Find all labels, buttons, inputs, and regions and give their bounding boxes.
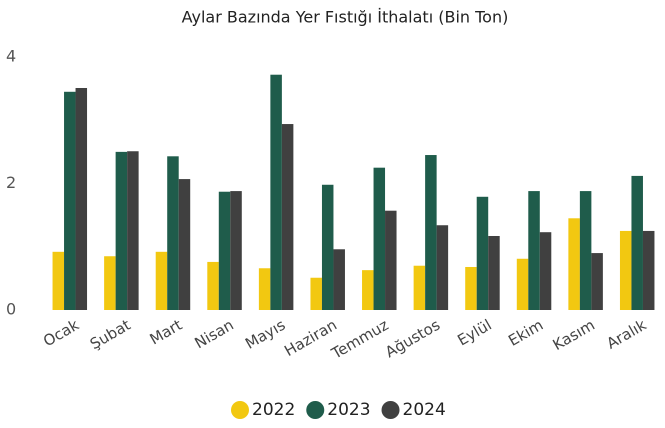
bar <box>155 251 168 310</box>
chart-title: Aylar Bazında Yer Fıstığı İthalatı (Bin … <box>182 8 509 27</box>
bar <box>579 191 592 310</box>
bar <box>362 270 374 310</box>
bar <box>115 151 128 310</box>
bar <box>568 218 580 310</box>
bar <box>333 249 345 310</box>
y-tick-label: 0 <box>6 300 16 319</box>
bar <box>425 155 437 310</box>
bar <box>619 230 632 310</box>
bar <box>631 175 643 310</box>
x-tick-label: Aralık <box>604 316 650 353</box>
bar <box>310 277 322 310</box>
bar <box>281 124 294 310</box>
bar <box>52 251 65 310</box>
bar <box>591 253 603 310</box>
bar <box>516 258 529 310</box>
bar <box>539 232 552 310</box>
legend-marker <box>306 401 325 419</box>
x-tick-label: Ağustos <box>382 316 443 362</box>
x-tick-label: Mart <box>147 316 186 349</box>
y-tick-label: 4 <box>6 47 16 66</box>
legend-label: 2024 <box>403 400 446 420</box>
bar <box>373 167 386 310</box>
x-tick-label: Ocak <box>40 316 82 351</box>
x-tick-label: Şubat <box>87 316 134 353</box>
bar <box>642 230 655 310</box>
bar <box>178 179 191 310</box>
bar <box>413 265 426 310</box>
bar <box>230 191 242 310</box>
bar <box>167 156 179 310</box>
bar <box>207 261 219 310</box>
x-tick-label: Nisan <box>191 316 236 353</box>
bar <box>104 256 116 310</box>
bar <box>75 87 88 311</box>
legend-label: 2022 <box>252 400 295 420</box>
bar <box>270 74 282 311</box>
bar <box>218 191 231 310</box>
legend-marker <box>381 401 400 419</box>
bar <box>127 151 139 310</box>
bar <box>385 210 397 310</box>
x-tick-label: Temmuz <box>328 316 392 363</box>
bar <box>528 191 540 310</box>
x-tick-label: Kasım <box>550 316 598 354</box>
bar <box>436 225 449 310</box>
x-tick-label: Mayıs <box>242 316 288 353</box>
bar <box>64 91 76 310</box>
bar <box>465 266 477 310</box>
x-tick-label: Eylül <box>454 316 494 350</box>
legend-marker <box>231 401 249 419</box>
x-tick-label: Ekim <box>505 316 546 350</box>
y-tick-label: 2 <box>6 173 16 192</box>
bar <box>488 235 500 310</box>
legend-label: 2023 <box>327 400 370 420</box>
bar <box>321 184 334 310</box>
bar <box>476 196 489 310</box>
bar <box>258 268 271 310</box>
